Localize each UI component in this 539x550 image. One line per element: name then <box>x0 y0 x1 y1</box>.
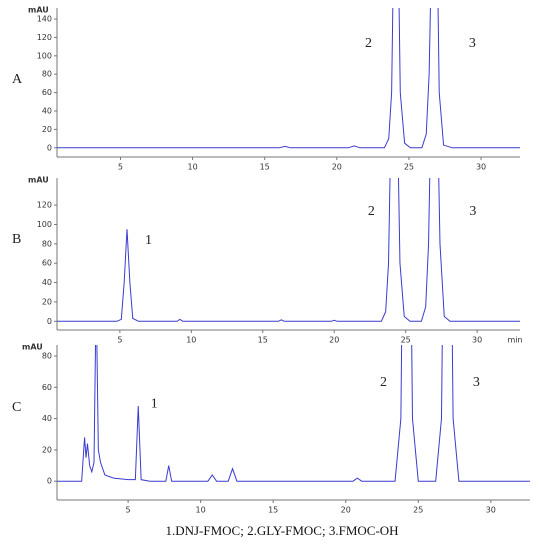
y-tick-label: 60 <box>42 259 52 268</box>
chromatogram-line <box>57 178 520 322</box>
peak-label: 1 <box>145 233 152 248</box>
y-tick-label: 140 <box>37 15 52 24</box>
y-tick-label: 100 <box>37 220 52 229</box>
y-tick-label: 40 <box>42 107 52 116</box>
x-tick-label: 20 <box>329 336 339 345</box>
x-tick-label: 25 <box>401 336 411 345</box>
x-tick-label: 20 <box>332 163 342 172</box>
x-tick-label: 15 <box>260 163 270 172</box>
x-tick-label: 20 <box>341 506 351 515</box>
x-tick-label: 30 <box>476 163 486 172</box>
peak-label: 1 <box>151 397 158 412</box>
y-tick-label: 40 <box>42 414 52 423</box>
y-tick-label: 0 <box>47 143 52 152</box>
y-tick-label: 120 <box>37 201 52 210</box>
panel-label: B <box>12 232 21 247</box>
x-tick-label: 15 <box>268 506 278 515</box>
y-tick-label: 20 <box>42 125 52 134</box>
peak-label: 3 <box>473 375 480 390</box>
chromatogram-line <box>57 345 530 482</box>
peak-label: 2 <box>365 36 372 51</box>
x-axis-label: min <box>507 336 522 345</box>
y-tick-label: 20 <box>42 297 52 306</box>
y-tick-label: 0 <box>47 317 52 326</box>
x-tick-label: 5 <box>117 336 122 345</box>
x-tick-label: 25 <box>404 163 414 172</box>
y-axis-label: mAU <box>28 6 49 15</box>
x-tick-label: 30 <box>472 336 482 345</box>
y-axis-label: mAU <box>22 343 43 352</box>
peak-label: 2 <box>380 375 387 390</box>
y-tick-label: 60 <box>42 383 52 392</box>
peak-label: 2 <box>368 204 375 219</box>
y-tick-label: 60 <box>42 88 52 97</box>
y-tick-label: 20 <box>42 445 52 454</box>
peak-label: 3 <box>469 36 476 51</box>
x-tick-label: 25 <box>413 506 423 515</box>
x-tick-label: 10 <box>186 336 196 345</box>
x-tick-label: 10 <box>196 506 206 515</box>
x-tick-label: 10 <box>187 163 197 172</box>
x-tick-label: 30 <box>486 506 496 515</box>
y-tick-label: 0 <box>47 477 52 486</box>
x-tick-label: 5 <box>118 163 123 172</box>
caption: 1.DNJ-FMOC; 2.GLY-FMOC; 3.FMOC-OH <box>165 523 398 538</box>
y-axis-label: mAU <box>28 176 49 185</box>
y-tick-label: 80 <box>42 70 52 79</box>
y-tick-label: 120 <box>37 33 52 42</box>
x-tick-label: 15 <box>258 336 268 345</box>
peak-label: 3 <box>469 204 476 219</box>
y-tick-label: 100 <box>37 51 52 60</box>
panel-label: C <box>12 400 21 415</box>
x-tick-label: 5 <box>126 506 131 515</box>
y-tick-label: 40 <box>42 278 52 287</box>
y-tick-label: 80 <box>42 351 52 360</box>
panel-label: A <box>12 72 23 87</box>
chromatogram-line <box>57 8 520 149</box>
y-tick-label: 80 <box>42 239 52 248</box>
